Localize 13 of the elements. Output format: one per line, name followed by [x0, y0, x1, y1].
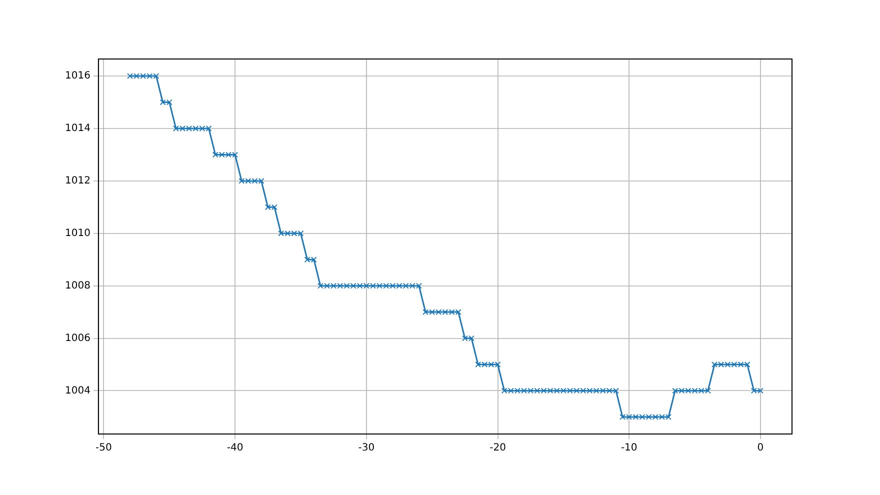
y-tick-label: 1010 [64, 228, 90, 239]
y-tick-label: 1012 [64, 176, 90, 187]
y-tick-label: 1016 [64, 70, 90, 82]
x-tick-label: 0 [757, 442, 764, 454]
y-tick-label: 1004 [64, 385, 90, 396]
x-tick-label: -40 [226, 442, 244, 454]
x-tick-label: -30 [358, 442, 375, 454]
y-tick-label: 1006 [64, 332, 90, 344]
y-tick-label: 1008 [64, 280, 90, 292]
x-tick-label: -10 [620, 442, 638, 454]
x-tick-label: -50 [96, 442, 112, 454]
x-tick-label: -20 [490, 442, 506, 454]
y-tick-label: 1014 [64, 123, 90, 134]
